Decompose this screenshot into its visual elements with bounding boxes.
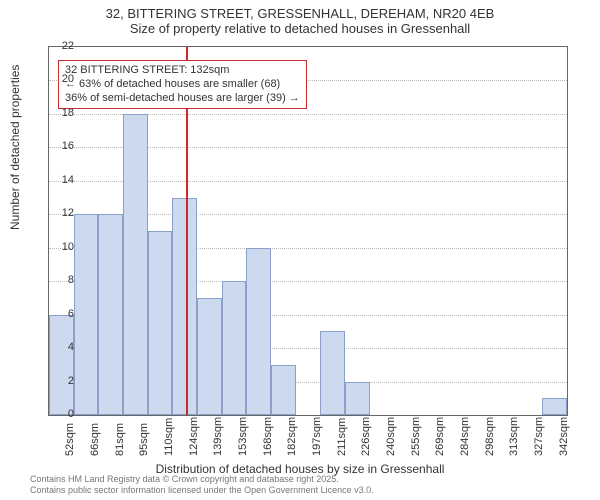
x-tick-label: 153sqm	[237, 417, 249, 456]
histogram-bar	[172, 198, 197, 415]
x-tick-label: 168sqm	[262, 417, 274, 456]
y-tick-label: 16	[54, 140, 74, 152]
x-tick-label: 95sqm	[138, 423, 150, 456]
footer-line-1: Contains HM Land Registry data © Crown c…	[30, 474, 374, 485]
annotation-line: 36% of semi-detached houses are larger (…	[65, 92, 300, 106]
histogram-bar	[123, 114, 148, 415]
histogram-bar	[49, 315, 74, 415]
x-tick-label: 211sqm	[336, 418, 348, 456]
histogram-bar	[246, 248, 271, 415]
annotation-line: 32 BITTERING STREET: 132sqm	[65, 64, 300, 78]
x-tick-label: 327sqm	[533, 417, 545, 456]
x-tick-label: 66sqm	[89, 423, 101, 456]
x-tick-label: 52sqm	[64, 423, 76, 456]
annotation-line: ← 63% of detached houses are smaller (68…	[65, 78, 300, 92]
x-tick-label: 139sqm	[212, 417, 224, 456]
histogram-bar	[222, 281, 247, 415]
y-axis-label: Number of detached properties	[8, 65, 22, 230]
y-tick-label: 10	[54, 241, 74, 253]
histogram-bar	[148, 231, 173, 415]
chart-title-sub: Size of property relative to detached ho…	[0, 21, 600, 36]
chart-annotation-box: 32 BITTERING STREET: 132sqm← 63% of deta…	[58, 60, 307, 109]
y-tick-label: 6	[54, 308, 74, 320]
x-tick-label: 226sqm	[360, 417, 372, 456]
y-tick-label: 14	[54, 174, 74, 186]
x-tick-label: 298sqm	[484, 417, 496, 456]
chart-title-main: 32, BITTERING STREET, GRESSENHALL, DEREH…	[0, 6, 600, 21]
y-tick-label: 8	[54, 274, 74, 286]
x-tick-label: 255sqm	[410, 417, 422, 456]
x-tick-label: 342sqm	[558, 417, 570, 456]
x-tick-label: 284sqm	[459, 417, 471, 456]
footer-line-2: Contains public sector information licen…	[30, 485, 374, 496]
histogram-bar	[74, 214, 99, 415]
x-tick-label: 240sqm	[385, 417, 397, 456]
histogram-bar	[98, 214, 123, 415]
histogram-bar	[197, 298, 222, 415]
y-tick-label: 12	[54, 207, 74, 219]
y-tick-label: 0	[54, 408, 74, 420]
x-tick-label: 124sqm	[188, 417, 200, 456]
histogram-bar	[320, 331, 345, 415]
x-tick-label: 81sqm	[114, 423, 126, 456]
x-tick-label: 313sqm	[508, 417, 520, 456]
histogram-bar	[345, 382, 370, 415]
x-tick-label: 182sqm	[286, 417, 298, 456]
x-tick-label: 110sqm	[163, 418, 175, 456]
y-tick-label: 22	[54, 40, 74, 52]
y-tick-label: 2	[54, 375, 74, 387]
y-tick-label: 20	[54, 73, 74, 85]
chart-footer: Contains HM Land Registry data © Crown c…	[30, 474, 374, 496]
x-tick-label: 269sqm	[434, 417, 446, 456]
y-tick-label: 18	[54, 107, 74, 119]
histogram-bar	[542, 398, 567, 415]
histogram-bar	[271, 365, 296, 415]
x-tick-label: 197sqm	[311, 417, 323, 456]
y-tick-label: 4	[54, 341, 74, 353]
